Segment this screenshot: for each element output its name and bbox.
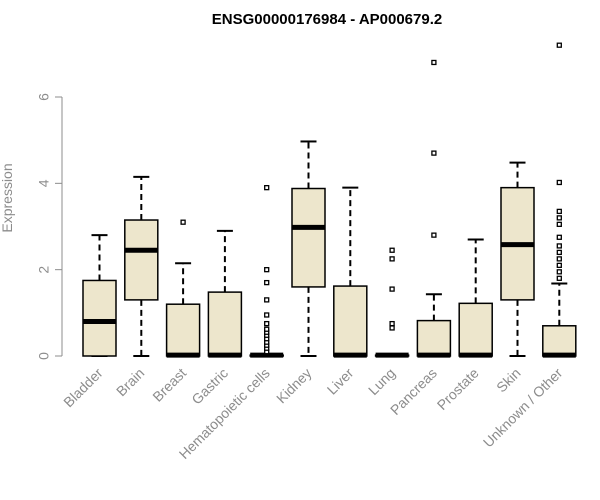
outlier-point: [556, 179, 562, 186]
outlier-point: [556, 249, 562, 256]
box-lung: [374, 247, 410, 358]
box-iqr: [207, 291, 243, 357]
x-tick-label: Skin: [493, 365, 524, 396]
outlier-point: [556, 42, 562, 48]
x-tick-label: Liver: [324, 365, 357, 398]
x-tick-label: Brain: [113, 365, 147, 399]
outlier-point: [556, 208, 562, 215]
box-iqr: [291, 187, 326, 288]
box-kidney: [291, 140, 326, 357]
box-unknown-other: [542, 42, 577, 358]
y-tick-label: 6: [36, 93, 52, 101]
x-tick-label: Unknown / Other: [480, 365, 566, 451]
outlier-point: [389, 256, 395, 262]
outlier-point: [431, 150, 437, 156]
y-tick-label: 4: [36, 179, 52, 187]
boxes-layer: [82, 42, 577, 358]
y-tick-label: 2: [36, 266, 52, 274]
outlier-point: [556, 215, 562, 221]
box-gastric: [207, 229, 243, 358]
outlier-point: [180, 219, 186, 225]
outlier-point: [431, 232, 437, 238]
x-tick-label: Kidney: [273, 365, 315, 407]
outlier-point: [264, 267, 270, 273]
outlier-point: [389, 325, 395, 331]
outlier-point: [431, 59, 437, 66]
y-axis-label: Expression: [0, 163, 15, 232]
y-axis: 0 2 4 6: [36, 93, 63, 360]
x-tick-label: Lung: [365, 365, 398, 398]
box-prostate: [458, 238, 493, 358]
outlier-point: [556, 234, 562, 240]
box-breast: [165, 219, 201, 358]
box-bladder: [82, 234, 117, 357]
box-iqr: [458, 302, 493, 357]
box-hematopoietic-cells: [249, 184, 284, 358]
outlier-point: [264, 297, 270, 303]
box-iqr: [333, 285, 368, 357]
outlier-point: [264, 326, 270, 332]
box-liver: [333, 186, 368, 358]
chart-title: ENSG00000176984 - AP000679.2: [212, 11, 442, 28]
box-iqr: [165, 303, 201, 357]
outlier-point: [556, 221, 562, 227]
x-tick-label: Prostate: [434, 365, 482, 413]
outlier-point: [264, 279, 270, 286]
outlier-point: [389, 286, 395, 292]
outlier-point: [556, 262, 562, 269]
outlier-point: [556, 269, 562, 275]
box-iqr: [82, 279, 117, 357]
x-tick-label: Breast: [149, 365, 189, 405]
box-iqr: [124, 219, 159, 301]
x-tick-label: Bladder: [60, 365, 106, 411]
box-skin: [500, 161, 535, 357]
outlier-point: [264, 320, 270, 327]
outlier-point: [389, 320, 395, 327]
outlier-point: [264, 184, 270, 191]
outlier-point: [556, 256, 562, 262]
outlier-point: [389, 247, 395, 253]
outlier-point: [556, 275, 562, 281]
outlier-point: [264, 312, 270, 318]
box-pancreas: [416, 59, 452, 358]
outlier-point: [556, 243, 562, 249]
box-iqr: [542, 325, 577, 357]
box-brain: [124, 175, 159, 357]
y-tick-label: 0: [36, 352, 52, 360]
box-iqr: [416, 319, 452, 357]
